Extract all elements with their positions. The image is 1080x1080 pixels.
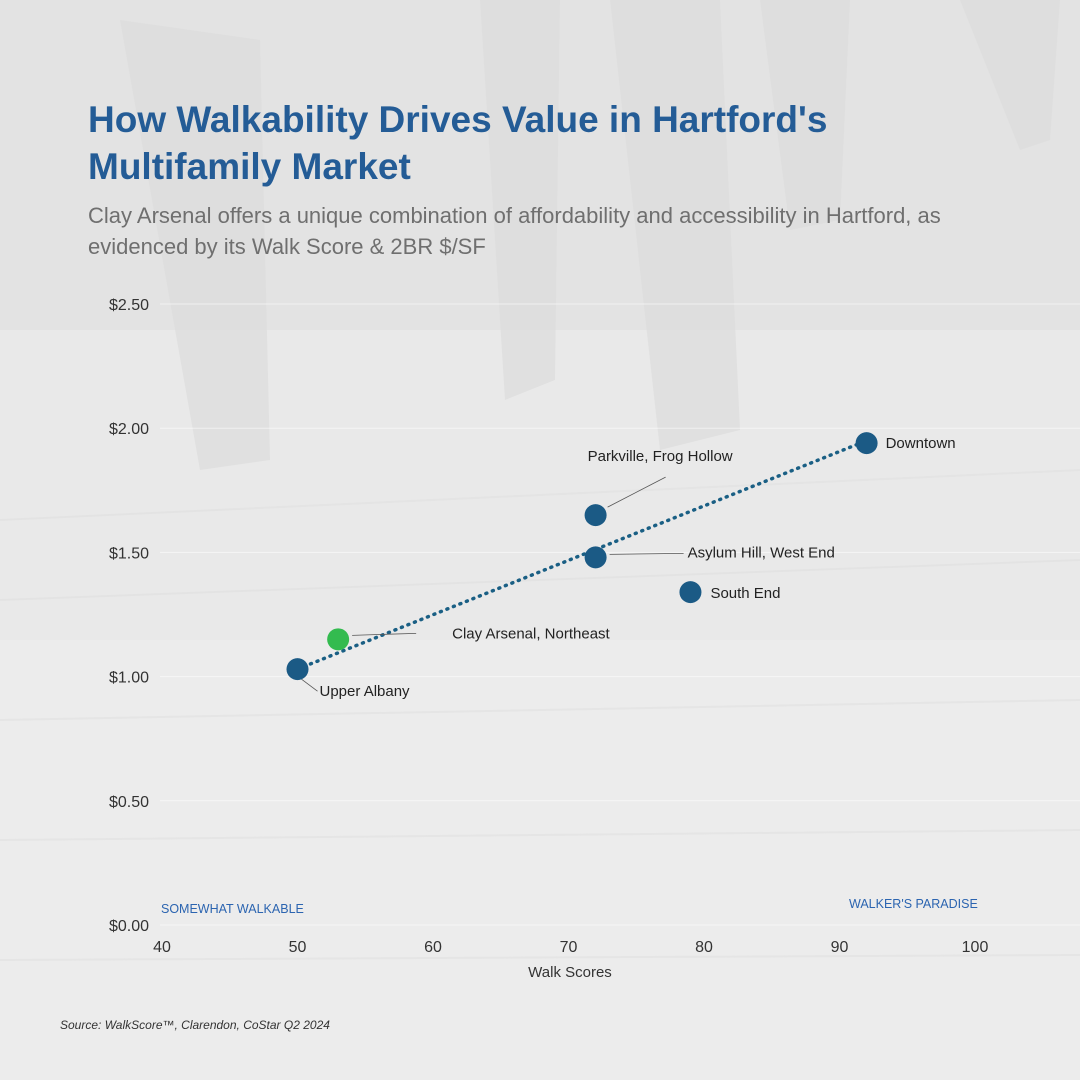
data-point [584,504,607,527]
data-point-label: Upper Albany [320,683,411,700]
page-subtitle: Clay Arsenal offers a unique combination… [88,203,941,259]
data-point-label: Parkville, Frog Hollow [588,448,733,465]
x-tick-label: 80 [695,939,713,956]
trendline [295,438,869,671]
label-leader-lines [301,476,684,692]
leader-line [352,632,417,636]
x-tick-label: 60 [424,939,442,956]
data-point-label: Asylum Hill, West End [688,544,835,561]
x-tick-label: 50 [289,939,307,956]
highlight-data-point [327,628,350,651]
data-point-label: Downtown [886,435,956,452]
leader-line [609,552,684,555]
y-axis-ticks: $0.00 $0.50 $1.00 $1.50 $2.00 $2.50 [109,297,149,935]
x-tick-label: 40 [153,939,171,956]
x-axis-ticks: 40 50 60 70 80 90 100 [153,939,988,956]
y-tick-label: $2.50 [109,297,149,314]
y-tick-label: $1.50 [109,545,149,562]
data-point-label: Clay Arsenal, Northeast [452,625,610,642]
zone-label-somewhat-walkable: SOMEWHAT WALKABLE [161,902,304,916]
zone-label-walkers-paradise: WALKER'S PARADISE [849,897,978,911]
data-point [679,581,702,604]
x-tick-label: 90 [831,939,849,956]
x-axis-label: Walk Scores [528,964,612,981]
y-tick-label: $0.50 [109,794,149,811]
x-tick-label: 100 [962,939,989,956]
data-point-label: South End [710,585,780,602]
data-points [286,432,878,681]
gridlines [160,303,1080,926]
y-tick-label: $1.00 [109,670,149,687]
data-point [584,546,607,569]
leader-line [301,678,318,692]
y-tick-label: $0.00 [109,918,149,935]
data-point-labels: Upper Albany Clay Arsenal, Northeast Parkv… [320,435,956,700]
y-tick-label: $2.00 [109,421,149,438]
data-point [286,658,309,681]
leader-line [607,476,666,508]
data-point [855,432,878,455]
page-title: How Walkability Drives Value in Hartford… [88,99,828,187]
source-note: Source: WalkScore™, Clarendon, CoStar Q2… [60,1018,330,1032]
x-tick-label: 70 [560,939,578,956]
